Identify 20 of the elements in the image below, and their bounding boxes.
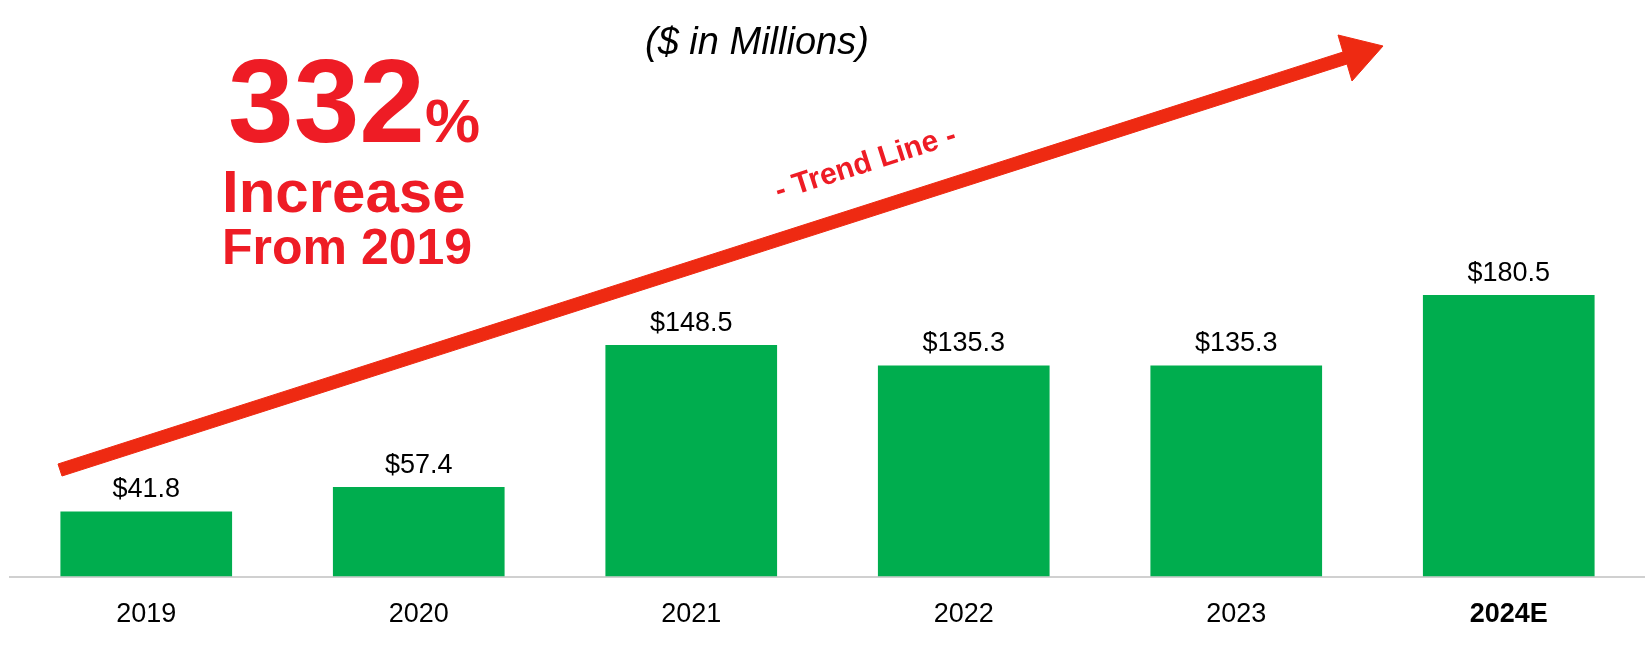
bar <box>1422 295 1595 577</box>
x-tick-label: 2020 <box>388 598 449 629</box>
x-tick-label: 2022 <box>933 598 994 629</box>
bar <box>60 511 233 577</box>
data-label: $135.3 <box>1194 327 1278 358</box>
bar <box>1150 365 1323 577</box>
x-tick-label: 2024E <box>1469 598 1548 629</box>
x-tick-label: 2023 <box>1206 598 1267 629</box>
data-label: $41.8 <box>112 473 181 504</box>
bar <box>332 487 505 577</box>
bar <box>605 344 778 577</box>
text: - Trend Line - <box>770 117 960 206</box>
text: ($ in Millions) <box>645 20 869 62</box>
data-label: $180.5 <box>1467 256 1551 287</box>
x-tick-label: 2021 <box>661 598 722 629</box>
bar <box>877 365 1050 577</box>
data-label: $148.5 <box>649 306 733 337</box>
data-label: $57.4 <box>384 449 453 479</box>
x-tick-label: 2019 <box>116 598 177 629</box>
data-label: $135.3 <box>922 327 1006 358</box>
